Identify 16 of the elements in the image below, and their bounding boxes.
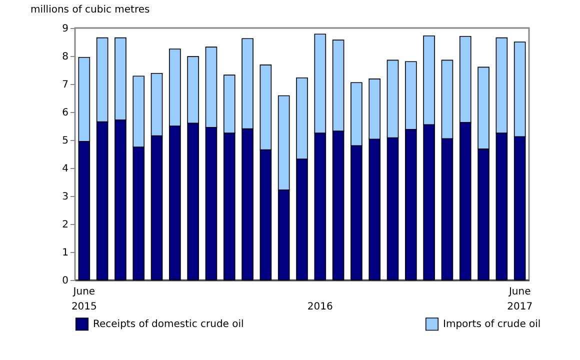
y-tick-label: 5 [62, 136, 68, 146]
y-tick-label: 9 [62, 24, 68, 34]
x-tick-label: 2016 [307, 302, 333, 312]
legend-label: Receipts of domestic crude oil [93, 319, 244, 330]
y-tick-label: 2 [62, 220, 68, 230]
legend-label: Imports of crude oil [443, 319, 541, 330]
y-tick-label: 4 [62, 164, 68, 174]
y-tick-label: 6 [62, 108, 68, 118]
x-tick-label: June 2015 [71, 286, 97, 312]
y-tick-label: 7 [62, 80, 68, 90]
x-tick-label: June 2017 [507, 286, 533, 312]
y-tick-label: 8 [62, 52, 68, 62]
y-tick-label: 0 [62, 276, 68, 286]
y-tick-label: 3 [62, 192, 68, 202]
y-tick-label: 1 [62, 248, 68, 258]
y-axis-title: millions of cubic metres [30, 4, 150, 16]
